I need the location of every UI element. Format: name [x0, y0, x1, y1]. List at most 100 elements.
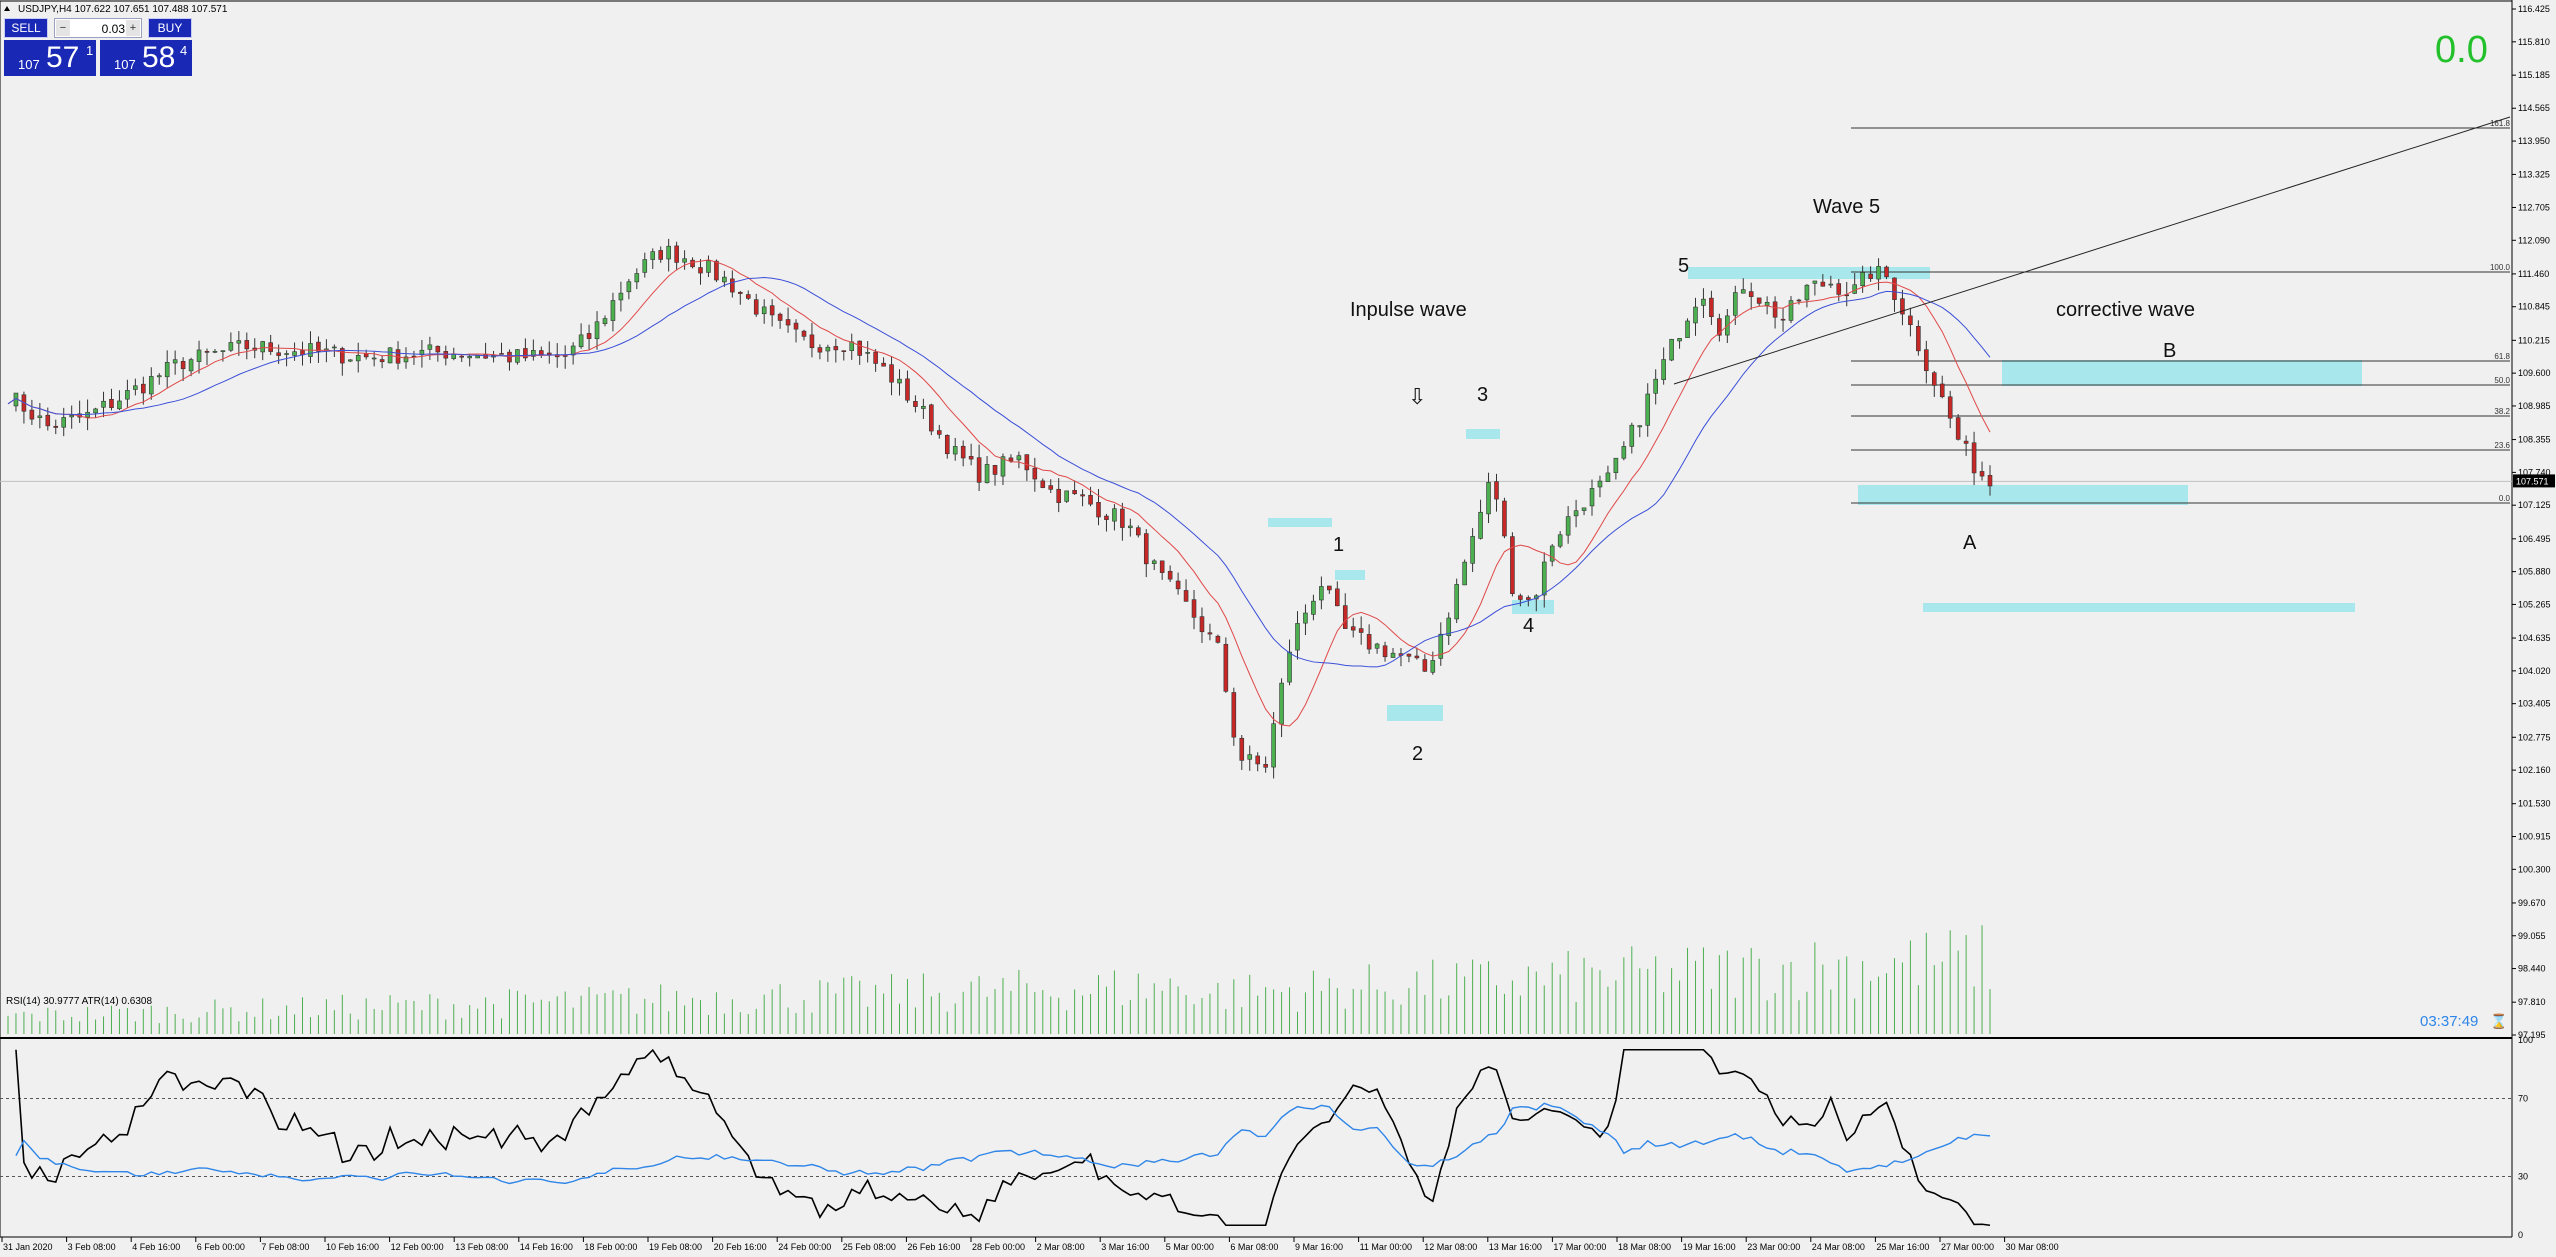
candle-bear — [674, 245, 679, 263]
candle-bull — [642, 259, 648, 273]
highlight-zone — [1923, 603, 2355, 612]
candle-bear — [1207, 632, 1213, 635]
candle-bull — [196, 349, 202, 362]
candle-bear — [857, 340, 862, 356]
candle-bear — [523, 348, 528, 359]
sell-quote[interactable]: 107 57 1 — [4, 40, 96, 76]
price-tick-label: 115.185 — [2518, 70, 2550, 80]
candle-bull — [1685, 320, 1690, 338]
candle-bull — [188, 359, 194, 372]
candle-bear — [1040, 480, 1046, 488]
candle-bull — [921, 405, 926, 409]
candle-bear — [1979, 471, 1985, 477]
lot-decrease-button[interactable]: − — [56, 20, 70, 36]
candle-bull — [1470, 536, 1475, 564]
candle-bear — [483, 354, 488, 359]
candle-bull — [117, 400, 122, 410]
candle-bull — [164, 362, 170, 378]
candle-bull — [427, 344, 433, 350]
candle-bear — [793, 322, 799, 330]
candle-bear — [1422, 659, 1428, 672]
candle-bull — [37, 415, 43, 418]
candle-bear — [1931, 372, 1937, 386]
candle-bear — [1382, 645, 1388, 658]
candle-bear — [745, 294, 751, 299]
candle-bear — [809, 334, 815, 349]
candle-bear — [833, 346, 839, 351]
candle-bear — [1963, 440, 1969, 444]
time-tick-label: 19 Feb 08:00 — [649, 1242, 702, 1252]
candle-bear — [1175, 580, 1181, 590]
candle-bull — [1565, 516, 1571, 536]
fib-level-label: 161.8 — [2490, 119, 2511, 128]
candle-bull — [1613, 457, 1619, 473]
candle-bear — [499, 353, 504, 355]
candle-bear — [960, 445, 966, 459]
buy-button[interactable]: BUY — [148, 18, 192, 38]
price-tick-label: 104.020 — [2518, 666, 2551, 676]
candle-bull — [1112, 508, 1117, 522]
candle-bear — [1987, 475, 1993, 487]
candle-bull — [1454, 584, 1459, 620]
candle-bull — [1151, 560, 1157, 564]
candle-bear — [1255, 755, 1260, 765]
candle-bull — [1693, 306, 1698, 324]
candle-bear — [1223, 643, 1229, 692]
candle-bull — [1589, 488, 1595, 507]
candle-bear — [1709, 297, 1714, 317]
candle-bull — [133, 385, 138, 390]
time-tick-label: 6 Mar 08:00 — [1230, 1242, 1278, 1252]
time-tick-label: 26 Feb 16:00 — [907, 1242, 960, 1252]
fib-level-label: 100.0 — [2490, 263, 2511, 272]
candle-bull — [897, 378, 902, 384]
rsi-axis-label: 70 — [2518, 1094, 2528, 1104]
buy-quote[interactable]: 107 58 4 — [100, 40, 192, 76]
candle-bear — [1868, 273, 1873, 279]
down-arrow-icon: ⇩ — [1408, 384, 1426, 409]
price-tick-label: 100.300 — [2518, 864, 2551, 874]
price-tick-label: 108.985 — [2518, 401, 2551, 411]
candle-bull — [125, 390, 130, 400]
price-tick-label: 107.740 — [2518, 467, 2551, 477]
candle-bull — [1557, 534, 1563, 547]
candle-bull — [1661, 359, 1666, 380]
candle-bear — [1231, 692, 1237, 738]
candle-bear — [244, 340, 250, 350]
candle-bull — [682, 258, 687, 263]
fib-level-label: 61.8 — [2494, 352, 2510, 361]
candle-bear — [1263, 764, 1268, 768]
current-price-tag — [2513, 474, 2555, 488]
candle-bull — [1303, 612, 1308, 624]
time-tick-label: 28 Feb 00:00 — [972, 1242, 1025, 1252]
price-tick-label: 97.810 — [2518, 997, 2546, 1007]
lot-size-input[interactable] — [73, 20, 127, 38]
time-tick-label: 12 Mar 08:00 — [1424, 1242, 1477, 1252]
candle-bull — [984, 464, 990, 484]
wave-label-5: 5 — [1678, 255, 1689, 277]
price-tick-label: 115.810 — [2518, 37, 2550, 47]
collapse-triangle-icon[interactable] — [4, 6, 10, 11]
candle-bear — [1358, 628, 1364, 633]
sell-button[interactable]: SELL — [4, 18, 48, 38]
candle-bear — [785, 319, 791, 326]
candle-bull — [1438, 633, 1444, 659]
time-tick-label: 5 Mar 00:00 — [1166, 1242, 1214, 1252]
candle-bear — [1327, 585, 1332, 591]
candle-bear — [1756, 297, 1762, 304]
time-tick-label: 10 Feb 16:00 — [326, 1242, 379, 1252]
lot-increase-button[interactable]: + — [126, 20, 140, 36]
price-tick-label: 109.600 — [2518, 368, 2551, 378]
candle-bull — [1581, 507, 1587, 511]
candle-bear — [316, 341, 321, 352]
highlight-zone — [2002, 360, 2362, 386]
candle-bear — [109, 398, 114, 408]
candle-bull — [761, 306, 767, 315]
candle-bear — [1008, 457, 1014, 462]
candle-bear — [276, 352, 281, 356]
candle-bear — [944, 434, 950, 455]
time-tick-label: 31 Jan 2020 — [3, 1242, 53, 1252]
candle-bear — [1143, 533, 1149, 565]
candle-bull — [172, 359, 178, 364]
